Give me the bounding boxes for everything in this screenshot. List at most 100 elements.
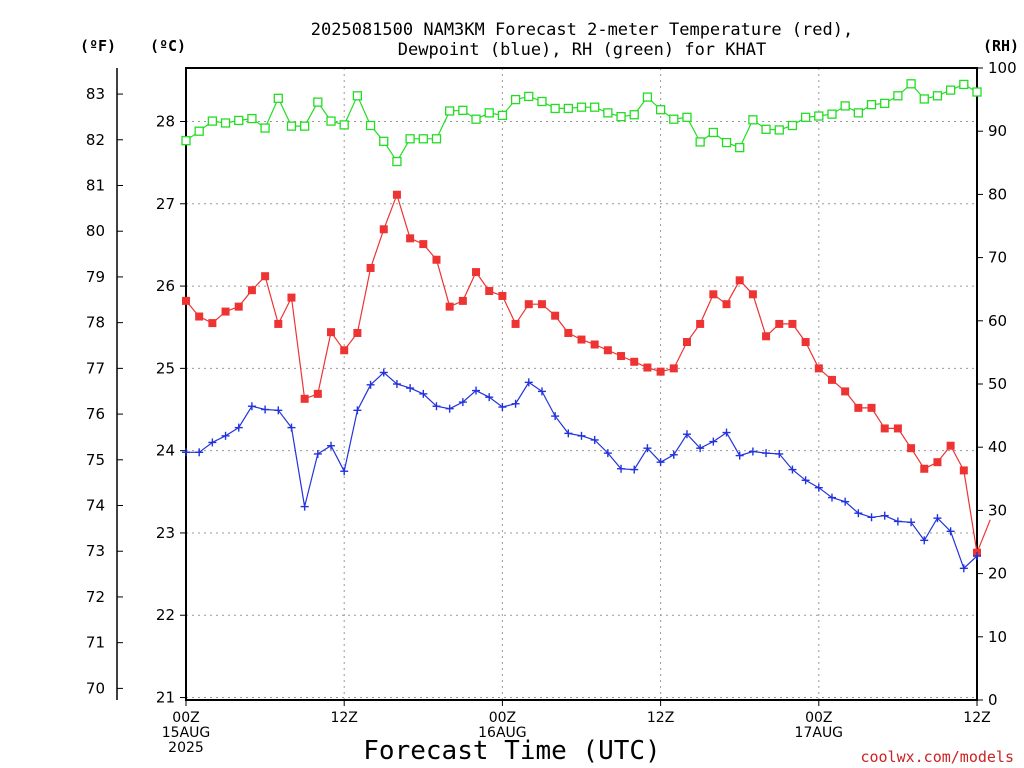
rh-point (682, 112, 692, 122)
chart-title-line1: 2025081500 NAM3KM Forecast 2-meter Tempe… (311, 20, 853, 40)
fahrenheit-tick-label: 79 (86, 268, 105, 286)
temperature-point (511, 319, 520, 328)
temperature-point (208, 319, 217, 328)
chart-axes (116, 67, 983, 706)
dewpoint-point (366, 380, 375, 389)
rh-point (260, 123, 270, 133)
x-tick-label: 17AUG (795, 725, 844, 741)
dewpoint-point (748, 447, 757, 456)
temperature-point (775, 319, 784, 328)
temperature-point (445, 302, 454, 311)
dewpoint-point (406, 384, 415, 393)
rh-tick-label: 40 (988, 438, 1007, 456)
temperature-point (893, 424, 902, 433)
rh-point (273, 93, 283, 103)
dewpoint-point (287, 423, 296, 432)
fahrenheit-tick-label: 72 (86, 588, 105, 606)
grid-lines (186, 68, 977, 700)
temperature-point (696, 319, 705, 328)
dewpoint-point (854, 509, 863, 518)
rh-point (484, 108, 494, 118)
x-tick-label: 12Z (330, 710, 357, 726)
rh-point (194, 126, 204, 136)
celsius-tick-label: 21 (156, 689, 175, 707)
dewpoint-point (814, 483, 823, 492)
rh-tick-label: 60 (988, 312, 1007, 330)
x-tick-label: 12Z (963, 710, 990, 726)
dewpoint-point (735, 451, 744, 460)
rh-point (708, 127, 718, 138)
dewpoint-point (775, 449, 784, 458)
temperature-point (221, 307, 230, 316)
fahrenheit-tick-label: 80 (86, 222, 105, 240)
temperature-point (340, 346, 349, 355)
rh-point (286, 121, 297, 131)
rh-point (616, 112, 626, 122)
temperature-point (709, 290, 718, 299)
rh-point (313, 97, 323, 107)
x-tick-label: 16AUG (478, 725, 527, 741)
dewpoint-point (933, 514, 942, 523)
celsius-tick-label: 22 (156, 606, 175, 624)
rh-point (853, 108, 863, 118)
chart-title-line2: Dewpoint (blue), RH (green) for KHAT (398, 40, 766, 60)
dewpoint-point (419, 389, 428, 398)
rh-point (642, 92, 653, 102)
rh-point (220, 118, 231, 128)
temperature-point (485, 287, 494, 296)
fahrenheit-tick-label: 78 (86, 314, 105, 332)
fahrenheit-tick-label: 76 (86, 405, 105, 423)
rh-point (392, 156, 402, 167)
temperature-point (656, 367, 665, 376)
dewpoint-point (827, 493, 836, 502)
rh-tick-label: 0 (988, 691, 998, 709)
dewpoint-point (722, 428, 731, 437)
temperature-point (722, 300, 731, 309)
rh-point (352, 91, 363, 101)
rh-point (695, 137, 705, 147)
dewpoint-point (788, 465, 797, 474)
temperature-point (551, 311, 560, 320)
dewpoint-point (313, 449, 322, 458)
temperature-point (313, 389, 322, 398)
temperature-point (867, 403, 876, 412)
celsius-tick-label: 27 (156, 195, 175, 213)
dewpoint-point (234, 423, 243, 432)
rh-point (866, 100, 877, 110)
fahrenheit-tick-label: 77 (86, 359, 105, 377)
temperature-point (577, 335, 586, 344)
rh-point (655, 105, 666, 115)
rh-point (629, 110, 639, 120)
dewpoint-point (867, 513, 876, 522)
x-tick-label: 00Z (805, 710, 832, 726)
temperature-point (458, 296, 467, 305)
rh-point (774, 125, 784, 135)
dewpoint-point (762, 449, 771, 458)
temperature-point (274, 319, 283, 328)
temperature-point (643, 363, 652, 372)
fahrenheit-tick-label: 74 (86, 497, 105, 515)
dewpoint-point (300, 502, 309, 511)
temperature-point (933, 458, 942, 467)
temperature-point (537, 300, 546, 309)
credit-link[interactable]: coolwx.com/models (860, 748, 1014, 766)
dewpoint-point (682, 430, 691, 439)
rh-point (563, 103, 573, 114)
dewpoint-point (392, 380, 401, 388)
rh-tick-label: 10 (988, 628, 1007, 646)
dewpoint-point (327, 441, 336, 450)
rh-point (840, 101, 850, 111)
fahrenheit-tick-label: 70 (86, 679, 105, 697)
temperature-point (946, 441, 955, 450)
rh-point (247, 113, 257, 124)
rh-point (497, 110, 508, 121)
rh-point (919, 94, 929, 104)
temperature-point (920, 464, 929, 473)
dewpoint-point (379, 368, 388, 377)
temperature-point (432, 255, 441, 264)
temperature-point (195, 312, 204, 321)
rh-tick-label: 20 (988, 565, 1007, 583)
temperature-point (564, 328, 573, 337)
fahrenheit-tick-label: 82 (86, 131, 105, 149)
